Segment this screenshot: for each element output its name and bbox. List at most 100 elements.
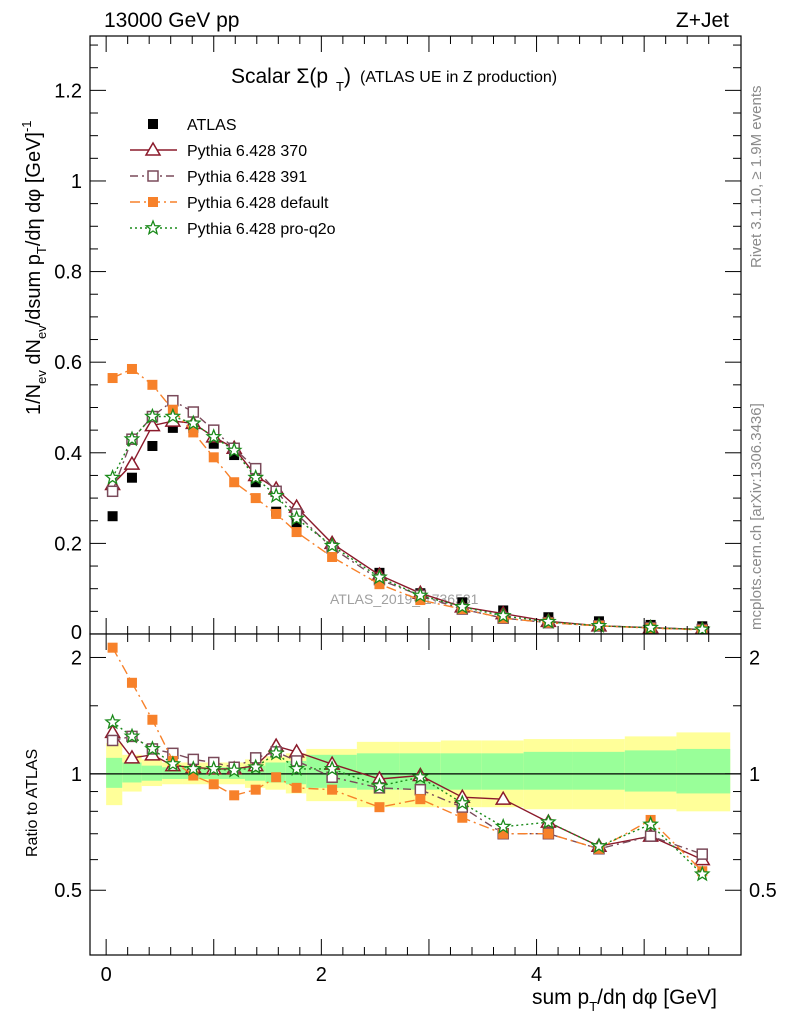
data-point-p370 <box>144 417 161 432</box>
legend-marker-p391 <box>147 170 159 182</box>
data-point-p370 <box>123 455 141 470</box>
x-tick-label: 4 <box>531 964 542 986</box>
legend-label-p391: Pythia 6.428 391 <box>187 169 307 186</box>
ratio-point-pq2o <box>454 794 471 811</box>
y-tick-label: 1.2 <box>54 80 82 102</box>
uncertainty-band-inner <box>106 757 123 788</box>
main-panel-bg <box>90 36 741 634</box>
svg-text:1/Nev dNev/dsum pT/dη dφ [GeV: 1/Nev dNev/dsum pT/dη dφ [GeV]-1 <box>19 120 49 415</box>
ratio-point-p391 <box>106 734 119 747</box>
uncertainty-band-inner <box>572 751 625 790</box>
legend-marker-p370 <box>144 141 162 156</box>
uncertainty-band-inner <box>624 750 677 792</box>
ratio-point-p391 <box>696 848 709 860</box>
ratio-point-pdefault <box>229 790 240 801</box>
legend: ATLAS Pythia 6.428 370 Pythia 6.428 391 Pyt… <box>130 117 336 238</box>
y-tick-label: 0.2 <box>54 533 82 555</box>
data-point-atlas <box>126 472 137 483</box>
ratio-point-pdefault <box>107 642 118 653</box>
ratio-point-pdefault <box>457 812 468 823</box>
data-point-pdefault <box>188 427 199 438</box>
ratio-point-pdefault <box>291 782 302 793</box>
data-point-atlas <box>147 440 158 451</box>
legend-marker-pdefault <box>148 197 158 207</box>
ratio-point-pdefault <box>126 677 137 688</box>
rivet-label: Rivet 3.1.10, ≥ 1.9M events <box>748 86 765 269</box>
header-right-label: Z+Jet <box>676 9 729 32</box>
data-point-atlas <box>167 422 178 433</box>
legend-label-pq2o: Pythia 6.428 pro-q2o <box>187 221 336 238</box>
title-extra: (ATLAS UE in Z production) <box>360 69 557 86</box>
uncertainty-band-inner <box>162 767 183 779</box>
data-point-pdefault <box>126 363 137 374</box>
data-point-pq2o <box>371 568 388 585</box>
data-point-atlas <box>291 518 302 529</box>
data-point-p391 <box>167 394 179 407</box>
svg-text:sum pT/dη dφ [GeV]: sum pT/dη dφ [GeV] <box>532 986 717 1014</box>
data-point-pq2o <box>184 414 202 431</box>
ratio-point-pq2o <box>494 817 512 834</box>
data-point-pdefault <box>147 379 158 390</box>
ratio-point-pq2o <box>590 837 608 854</box>
data-point-pq2o <box>247 468 265 485</box>
x-axis-label: sum pT/dη dφ [GeV] <box>532 986 717 1014</box>
ratio-y-axis-label: Ratio to ATLAS <box>24 749 41 857</box>
data-point-pq2o <box>642 618 659 635</box>
ratio-point-p391 <box>644 830 657 842</box>
data-point-atlas <box>229 450 240 461</box>
ratio-point-pq2o <box>371 777 388 794</box>
y-tick-label: 0.8 <box>54 262 82 284</box>
main-series-group <box>104 363 711 637</box>
data-point-pq2o <box>123 430 141 447</box>
ratio-point-pq2o <box>164 755 182 772</box>
ratio-y-tick-label-right: 1 <box>749 764 760 786</box>
ratio-point-pq2o <box>323 760 341 777</box>
ratio-y-tick-label: 1 <box>71 764 82 786</box>
header-left-label: 13000 GeV pp <box>104 9 239 32</box>
data-point-pq2o <box>590 616 608 633</box>
data-point-pdefault <box>250 493 261 504</box>
ratio-point-pdefault <box>415 794 426 805</box>
data-point-pq2o <box>225 441 243 458</box>
data-point-pdefault <box>208 452 219 463</box>
ratio-point-pq2o <box>288 760 306 777</box>
main-panel <box>90 36 741 634</box>
y-tick-label: 0.6 <box>54 352 82 374</box>
ratio-point-pdefault <box>188 770 199 781</box>
ratio-point-pdefault <box>271 772 282 783</box>
ratio-point-p391 <box>414 783 427 796</box>
ratio-point-pdefault <box>543 828 554 839</box>
ratio-point-pdefault <box>147 714 158 725</box>
data-point-pdefault <box>229 477 240 488</box>
mcplots-label: mcplots.cern.ch [arXiv:1306.3436] <box>748 403 765 630</box>
data-point-pdefault <box>415 595 426 606</box>
uncertainty-band-inner <box>676 748 731 794</box>
data-point-pq2o <box>104 468 122 485</box>
x-tick-label: 2 <box>316 964 327 986</box>
ratio-point-pdefault <box>498 828 509 839</box>
ratio-point-pq2o <box>412 768 429 785</box>
data-point-pq2o <box>267 486 285 503</box>
main-y-axis-label: 1/Nev dNev/dsum pT/dη dφ [GeV]-1 <box>19 120 49 415</box>
ratio-point-pq2o <box>205 760 223 777</box>
ratio-axes: 0.5 0.5 1 1 2 2 0 2 4 <box>54 633 777 986</box>
data-point-pq2o <box>540 613 557 629</box>
title-close-paren: ) <box>344 65 351 88</box>
uncertainty-band-inner <box>481 753 524 790</box>
ratio-y-tick-label-right: 0.5 <box>749 880 777 902</box>
data-point-atlas <box>107 511 118 522</box>
y-tick-label: 1 <box>71 171 82 193</box>
data-point-p391 <box>106 485 119 498</box>
data-point-atlas <box>208 438 219 449</box>
data-point-pq2o <box>693 620 711 637</box>
data-point-pq2o <box>164 407 182 424</box>
legend-marker-pq2o <box>144 219 162 236</box>
ratio-point-pq2o <box>247 758 265 775</box>
legend-label-p370: Pythia 6.428 370 <box>187 143 307 160</box>
data-point-pq2o <box>205 428 223 445</box>
ratio-point-pdefault <box>250 784 261 795</box>
legend-label-pdefault: Pythia 6.428 default <box>187 195 329 212</box>
legend-marker-atlas <box>148 119 158 129</box>
ratio-series-group <box>104 642 711 882</box>
